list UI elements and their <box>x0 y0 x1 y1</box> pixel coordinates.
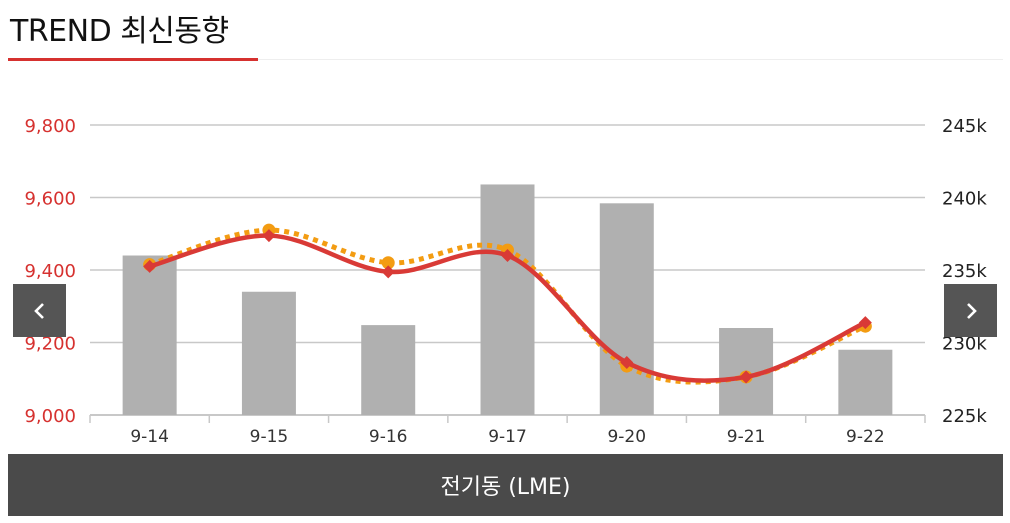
header: TREND 최신동향 <box>0 0 1010 62</box>
left-axis-tick-label: 9,800 <box>24 116 76 137</box>
solid-series-point <box>381 265 395 279</box>
bar <box>122 255 177 415</box>
x-axis-tick-label: 9-21 <box>727 427 766 447</box>
solid-series-point <box>501 249 514 262</box>
solid-series-point <box>858 316 872 330</box>
title-underline <box>8 58 258 61</box>
solid-series-point <box>739 370 753 384</box>
dotted-series-point <box>381 256 395 270</box>
solid-series-point <box>262 229 276 243</box>
next-button[interactable] <box>944 284 997 337</box>
left-axis-tick-label: 9,600 <box>24 189 76 210</box>
chevron-right-icon <box>966 302 977 319</box>
x-axis-tick-label: 9-14 <box>130 427 169 447</box>
x-axis-tick-label: 9-15 <box>250 427 289 447</box>
right-axis-tick-label: 230k <box>942 334 987 355</box>
bar <box>838 349 893 415</box>
left-axis-tick-label: 9,000 <box>24 406 76 427</box>
bar <box>241 291 296 415</box>
x-axis-tick-label: 9-22 <box>846 427 885 447</box>
footer-bar: 전기동 (LME) <box>8 454 1003 516</box>
solid-series-point <box>620 355 634 369</box>
footer-label: 전기동 (LME) <box>440 475 571 500</box>
x-axis-tick-label: 9-20 <box>607 427 646 447</box>
page-title: TREND 최신동향 <box>10 14 229 49</box>
header-divider <box>258 59 1003 60</box>
prev-button[interactable] <box>13 284 66 337</box>
left-axis-tick-label: 9,400 <box>24 261 76 282</box>
bar <box>480 184 535 415</box>
bar <box>599 203 654 415</box>
chevron-left-icon <box>33 302 44 319</box>
x-axis-tick-label: 9-17 <box>488 427 527 447</box>
solid-series-point <box>143 259 157 273</box>
right-axis-tick-label: 225k <box>942 406 987 427</box>
left-axis-tick-label: 9,200 <box>24 334 76 355</box>
trend-chart: 9,000 225k 9,200 230k 9,400 235k 9,600 240k 9,80… <box>24 116 987 447</box>
x-axis-tick-label: 9-16 <box>369 427 408 447</box>
right-axis-tick-label: 245k <box>942 116 987 137</box>
right-axis-tick-label: 235k <box>942 261 987 282</box>
bar <box>361 325 416 415</box>
right-axis-tick-label: 240k <box>942 189 987 210</box>
